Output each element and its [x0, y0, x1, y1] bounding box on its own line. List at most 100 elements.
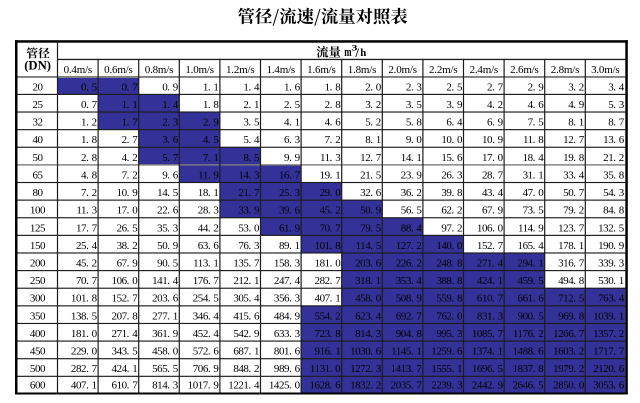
svg-text:4. 9: 4. 9 — [568, 99, 585, 111]
svg-text:17. 0: 17. 0 — [117, 205, 139, 217]
svg-text:152. 7: 152. 7 — [112, 293, 139, 305]
svg-text:/: / — [354, 45, 359, 60]
svg-text:79. 2: 79. 2 — [563, 205, 584, 217]
svg-text:1. 8: 1. 8 — [81, 134, 98, 146]
svg-text:21. 2: 21. 2 — [603, 152, 624, 164]
svg-text:2035. 7: 2035. 7 — [391, 379, 423, 391]
svg-text:32: 32 — [32, 117, 42, 129]
svg-text:282. 7: 282. 7 — [315, 275, 342, 287]
svg-text:190. 9: 190. 9 — [598, 240, 625, 252]
svg-text:0.8m/s: 0.8m/s — [145, 64, 173, 76]
svg-text:1145. 1: 1145. 1 — [391, 346, 421, 358]
svg-text:3. 2: 3. 2 — [365, 99, 381, 111]
svg-text:305. 4: 305. 4 — [233, 293, 260, 305]
svg-text:8. 1: 8. 1 — [568, 117, 584, 129]
svg-text:20: 20 — [32, 81, 43, 93]
svg-text:254. 5: 254. 5 — [193, 293, 220, 305]
svg-text:50. 9: 50. 9 — [360, 205, 382, 217]
svg-text:26. 3: 26. 3 — [441, 169, 463, 181]
svg-text:14. 3: 14. 3 — [238, 169, 260, 181]
svg-text:762. 0: 762. 0 — [436, 310, 463, 322]
svg-text:1.6m/s: 1.6m/s — [307, 64, 335, 76]
svg-text:50. 7: 50. 7 — [563, 187, 585, 199]
svg-text:400: 400 — [30, 328, 46, 340]
svg-text:459. 5: 459. 5 — [518, 275, 545, 287]
svg-text:10. 9: 10. 9 — [117, 187, 139, 199]
svg-text:500: 500 — [30, 363, 46, 375]
svg-text:282. 7: 282. 7 — [71, 363, 98, 375]
svg-text:36. 2: 36. 2 — [401, 187, 422, 199]
svg-text:5. 2: 5. 2 — [365, 117, 381, 129]
svg-text:67. 9: 67. 9 — [117, 258, 139, 270]
svg-text:207. 8: 207. 8 — [112, 310, 139, 322]
svg-text:3053. 6: 3053. 6 — [593, 379, 625, 391]
svg-text:70. 7: 70. 7 — [76, 275, 98, 287]
svg-text:343. 5: 343. 5 — [112, 346, 139, 358]
svg-text:101. 8: 101. 8 — [71, 293, 98, 305]
svg-text:141. 4: 141. 4 — [152, 275, 179, 287]
svg-text:29. 0: 29. 0 — [320, 187, 342, 199]
svg-text:271. 4: 271. 4 — [112, 328, 139, 340]
svg-text:45. 2: 45. 2 — [320, 205, 341, 217]
svg-text:23. 9: 23. 9 — [401, 169, 423, 181]
svg-text:1017. 9: 1017. 9 — [188, 379, 220, 391]
svg-text:45. 2: 45. 2 — [76, 258, 97, 270]
svg-text:5. 7: 5. 7 — [162, 152, 179, 164]
svg-text:62. 2: 62. 2 — [441, 205, 462, 217]
svg-text:0. 9: 0. 9 — [162, 81, 179, 93]
svg-text:181. 0: 181. 0 — [315, 258, 342, 270]
svg-text:1221. 4: 1221. 4 — [228, 379, 260, 391]
svg-text:h: h — [360, 47, 366, 59]
svg-text:542. 9: 542. 9 — [233, 328, 260, 340]
svg-text:125: 125 — [30, 222, 46, 234]
svg-text:801. 6: 801. 6 — [274, 346, 301, 358]
svg-text:2.6m/s: 2.6m/s — [510, 64, 538, 76]
svg-text:150: 150 — [30, 240, 46, 252]
svg-text:28. 3: 28. 3 — [198, 205, 220, 217]
svg-text:114. 5: 114. 5 — [356, 240, 382, 252]
svg-text:706. 9: 706. 9 — [193, 363, 220, 375]
svg-text:113. 1: 113. 1 — [193, 258, 218, 270]
svg-text:1. 7: 1. 7 — [122, 117, 139, 129]
svg-text:32. 6: 32. 6 — [360, 187, 382, 199]
svg-text:250: 250 — [30, 275, 46, 287]
svg-text:763. 4: 763. 4 — [598, 293, 625, 305]
svg-text:11. 3: 11. 3 — [76, 205, 97, 217]
svg-text:1. 4: 1. 4 — [243, 81, 260, 93]
svg-text:2. 1: 2. 1 — [243, 99, 259, 111]
svg-text:25: 25 — [32, 99, 43, 111]
svg-text:248. 8: 248. 8 — [436, 258, 463, 270]
svg-text:176. 7: 176. 7 — [193, 275, 220, 287]
svg-text:1. 1: 1. 1 — [203, 81, 219, 93]
svg-text:138. 5: 138. 5 — [71, 310, 98, 322]
svg-text:152. 7: 152. 7 — [477, 240, 504, 252]
svg-text:1374. 1: 1374. 1 — [472, 346, 503, 358]
svg-text:1628. 6: 1628. 6 — [309, 379, 341, 391]
svg-text:4. 1: 4. 1 — [284, 117, 300, 129]
svg-text:31. 1: 31. 1 — [523, 169, 544, 181]
svg-text:452. 4: 452. 4 — [193, 328, 220, 340]
svg-text:12. 7: 12. 7 — [360, 152, 382, 164]
svg-text:458. 0: 458. 0 — [355, 293, 382, 305]
svg-text:203. 6: 203. 6 — [355, 258, 382, 270]
svg-text:5. 8: 5. 8 — [406, 117, 423, 129]
svg-text:43. 4: 43. 4 — [482, 187, 504, 199]
svg-text:21. 7: 21. 7 — [238, 187, 260, 199]
svg-text:6. 9: 6. 9 — [487, 117, 504, 129]
svg-text:508. 9: 508. 9 — [396, 293, 423, 305]
svg-text:2. 0: 2. 0 — [365, 81, 382, 93]
svg-text:1717. 7: 1717. 7 — [593, 346, 625, 358]
svg-text:1488. 6: 1488. 6 — [512, 346, 544, 358]
svg-text:1085. 7: 1085. 7 — [472, 328, 504, 340]
svg-text:9. 9: 9. 9 — [284, 152, 301, 164]
svg-text:2239. 3: 2239. 3 — [431, 379, 463, 391]
svg-text:73. 5: 73. 5 — [523, 205, 545, 217]
svg-text:572. 6: 572. 6 — [193, 346, 220, 358]
svg-text:229. 0: 229. 0 — [71, 346, 98, 358]
svg-text:10. 9: 10. 9 — [482, 134, 504, 146]
svg-text:7. 2: 7. 2 — [81, 187, 97, 199]
svg-text:2. 3: 2. 3 — [406, 81, 423, 93]
svg-text:2646. 5: 2646. 5 — [512, 379, 544, 391]
svg-text:623. 4: 623. 4 — [355, 310, 382, 322]
svg-text:5. 3: 5. 3 — [608, 99, 625, 111]
